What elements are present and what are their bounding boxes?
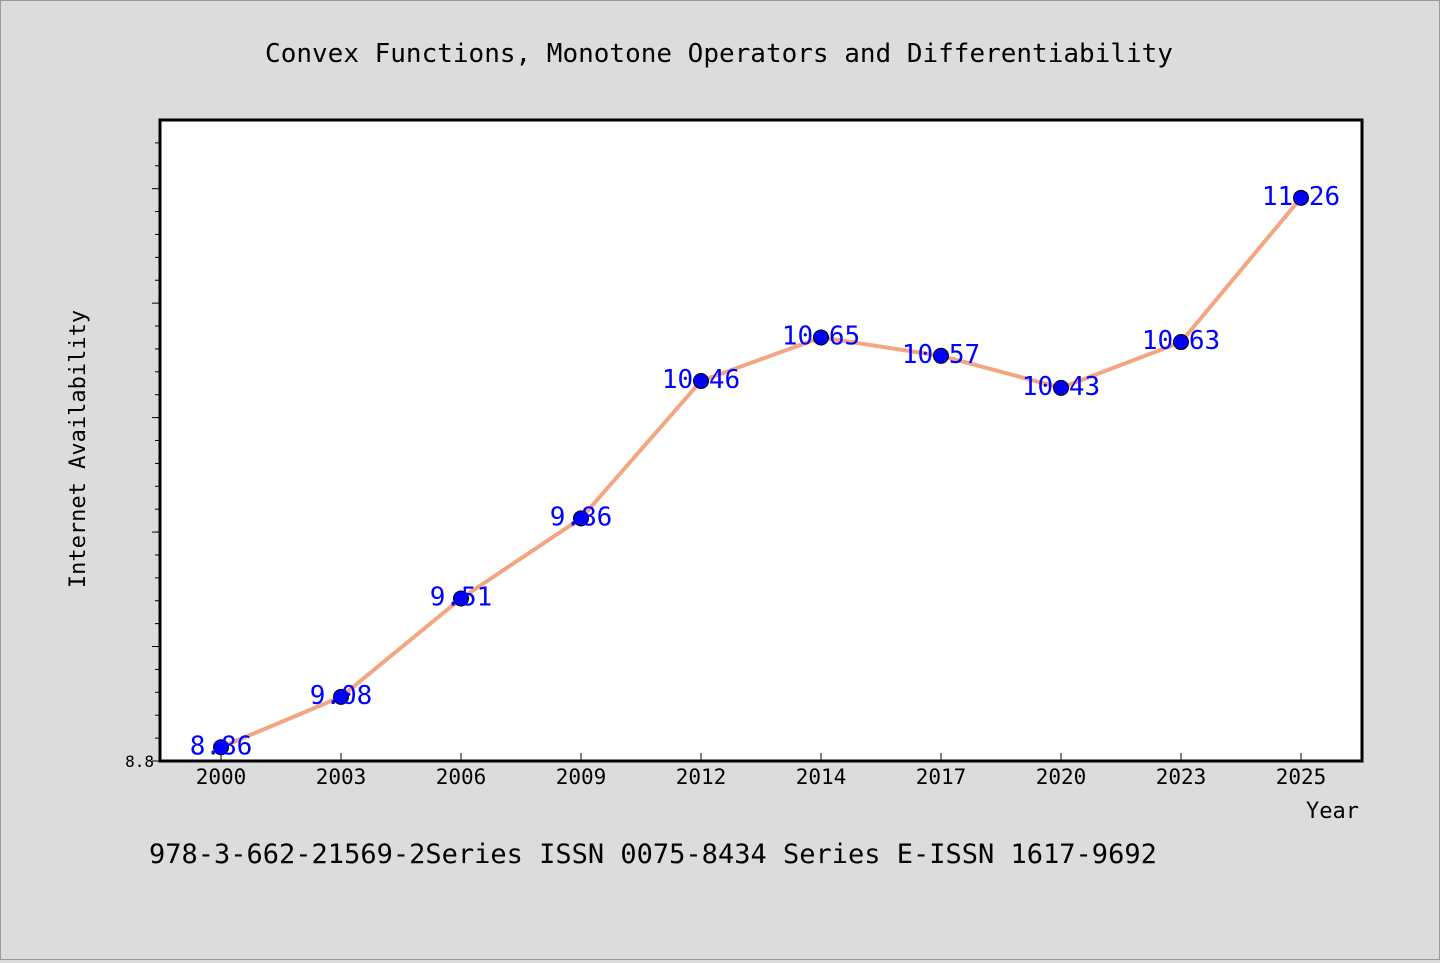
data-label: 11.26: [1262, 182, 1340, 212]
data-label: 10.43: [1022, 372, 1100, 402]
chart-title: Convex Functions, Monotone Operators and…: [265, 39, 1173, 69]
data-markers: [213, 189, 1309, 756]
x-axis-ticks: 2000 2003 2006 2009 2012 2014 2017 2020 2023 2025: [196, 753, 1327, 789]
data-label: 8.86: [190, 731, 253, 761]
x-tick-label: 2020: [1036, 765, 1087, 789]
x-tick-label: 2000: [196, 765, 247, 789]
data-point: [573, 510, 589, 527]
plot-area: [158, 118, 1364, 763]
data-point: [333, 688, 349, 705]
data-label: 9.08: [310, 681, 373, 711]
data-label: 10.57: [902, 340, 980, 370]
data-point: [453, 590, 469, 607]
data-label: 10.63: [1142, 326, 1220, 356]
data-labels: 8.86 9.08 9.51 9.86 10.46 10.65 10.57 10.43 10.6…: [190, 182, 1340, 761]
x-tick-label: 2014: [796, 765, 847, 789]
data-point: [813, 329, 829, 346]
data-label: 9.86: [550, 502, 613, 532]
footnote: 978-3-662-21569-2Series ISSN 0075-8434 S…: [149, 839, 1157, 870]
data-point: [1053, 379, 1069, 396]
data-point: [1173, 334, 1189, 351]
data-point: [933, 347, 949, 364]
data-point: [693, 372, 709, 389]
data-point: [213, 739, 229, 756]
x-axis-label: Year: [1306, 799, 1359, 824]
x-tick-label: 2023: [1156, 765, 1207, 789]
data-label: 10.46: [662, 365, 740, 395]
y-axis-ticks: 8.8: [125, 142, 160, 771]
x-tick-label: 2003: [316, 765, 367, 789]
x-tick-label: 2009: [556, 765, 607, 789]
data-label: 10.65: [782, 321, 860, 351]
x-tick-label: 2025: [1276, 765, 1327, 789]
x-tick-label: 2017: [916, 765, 967, 789]
x-tick-label: 2012: [676, 765, 727, 789]
x-tick-label: 2006: [436, 765, 487, 789]
data-point: [1293, 189, 1309, 206]
y-tick-label: 8.8: [125, 752, 154, 771]
series-line-group: [219, 195, 1303, 750]
data-label: 9.51: [430, 582, 493, 612]
y-axis-label: Internet Availability: [66, 310, 91, 588]
series-line: [219, 195, 1303, 750]
